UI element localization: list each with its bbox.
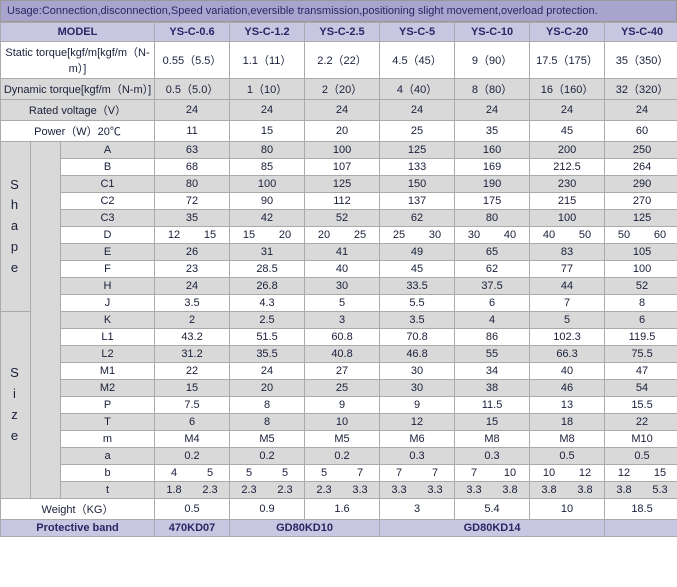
letter-a: a	[61, 448, 155, 465]
col-h-4: YS-C-10	[455, 23, 530, 42]
row-E: E 263141496583105	[1, 244, 677, 261]
row-C2: C2 7290112137175215270	[1, 193, 677, 210]
letter-t: t	[61, 482, 155, 499]
letter-J: J	[61, 295, 155, 312]
row-power: Power（W）20℃ 11 15 20 25 35 45 60	[1, 121, 677, 142]
row-b: b 45 55 57 77 710 1012 1215	[1, 465, 677, 482]
letter-P: P	[61, 397, 155, 414]
letter-A: A	[61, 142, 155, 159]
row-C3: C3 3542526280100125	[1, 210, 677, 227]
row-J: J 3.54.355.5678	[1, 295, 677, 312]
usage-banner: Usage:Connection,disconnection,Speed var…	[0, 0, 677, 22]
letter-E: E	[61, 244, 155, 261]
row-t: t 1.82.3 2.32.3 2.33.3 3.33.3 3.33.8 3.8…	[1, 482, 677, 499]
letter-C2: C2	[61, 193, 155, 210]
letter-T: T	[61, 414, 155, 431]
row-C1: C1 80100125150190230290	[1, 176, 677, 193]
spec-table: MODEL YS-C-0.6 YS-C-1.2 YS-C-2.5 YS-C-5 …	[0, 22, 677, 537]
letter-L1: L1	[61, 329, 155, 346]
letter-b: b	[61, 465, 155, 482]
row-F: F 2328.540456277100	[1, 261, 677, 278]
letter-L2: L2	[61, 346, 155, 363]
row-T: T 681012151822	[1, 414, 677, 431]
col-h-1: YS-C-1.2	[230, 23, 305, 42]
letter-M2: M2	[61, 380, 155, 397]
row-H: H 2426.83033.537.54452	[1, 278, 677, 295]
row-P: P 7.589911.51315.5	[1, 397, 677, 414]
col-h-5: YS-C-20	[530, 23, 605, 42]
col-h-2: YS-C-2.5	[305, 23, 380, 42]
label-shape: Shape	[1, 142, 31, 312]
row-L2: L2 31.235.540.846.85566.375.5	[1, 346, 677, 363]
label-size: Size	[1, 312, 31, 499]
letter-B: B	[61, 159, 155, 176]
letter-H: H	[61, 278, 155, 295]
row-weight: Weight（KG） 0.5 0.9 1.6 3 5.4 10 18.5	[1, 499, 677, 520]
col-h-3: YS-C-5	[380, 23, 455, 42]
row-rated-voltage: Rated voltage（V） 24 24 24 24 24 24 24	[1, 100, 677, 121]
letter-F: F	[61, 261, 155, 278]
col-h-0: YS-C-0.6	[155, 23, 230, 42]
letter-D: D	[61, 227, 155, 244]
label-protective-band: Protective band	[1, 520, 155, 537]
label-dynamic-torque: Dynamic torque[kgf/m（N-m）]	[1, 79, 155, 100]
row-L1: L1 43.251.560.870.886102.3119.5	[1, 329, 677, 346]
row-D: D 1215 1520 2025 2530 3040 4050 5060	[1, 227, 677, 244]
row-protective-band: Protective band 470KD07 GD80KD10 GD80KD1…	[1, 520, 677, 537]
row-A: Shape A 6380100125160200250	[1, 142, 677, 159]
label-power: Power（W）20℃	[1, 121, 155, 142]
row-a: a 0.20.20.20.30.30.50.5	[1, 448, 677, 465]
row-dynamic-torque: Dynamic torque[kgf/m（N-m）] 0.5（5.0） 1（10…	[1, 79, 677, 100]
label-weight: Weight（KG）	[1, 499, 155, 520]
letter-C3: C3	[61, 210, 155, 227]
row-K: Size K 22.533.5456	[1, 312, 677, 329]
row-m: m M4M5M5M6M8M8M10	[1, 431, 677, 448]
row-static-torque: Static torque[kgf/m[kgf/m（N-m）] 0.55（5.5…	[1, 42, 677, 79]
label-size-spacer	[31, 142, 61, 499]
row-model-header: MODEL YS-C-0.6 YS-C-1.2 YS-C-2.5 YS-C-5 …	[1, 23, 677, 42]
label-rated-voltage: Rated voltage（V）	[1, 100, 155, 121]
letter-C1: C1	[61, 176, 155, 193]
row-M1: M1 22242730344047	[1, 363, 677, 380]
label-model: MODEL	[1, 23, 155, 42]
row-M2: M2 15202530384654	[1, 380, 677, 397]
letter-K: K	[61, 312, 155, 329]
label-static-torque: Static torque[kgf/m[kgf/m（N-m）]	[1, 42, 155, 79]
col-h-6: YS-C-40	[605, 23, 677, 42]
letter-M1: M1	[61, 363, 155, 380]
row-B: B 6885107133169212.5264	[1, 159, 677, 176]
letter-m: m	[61, 431, 155, 448]
